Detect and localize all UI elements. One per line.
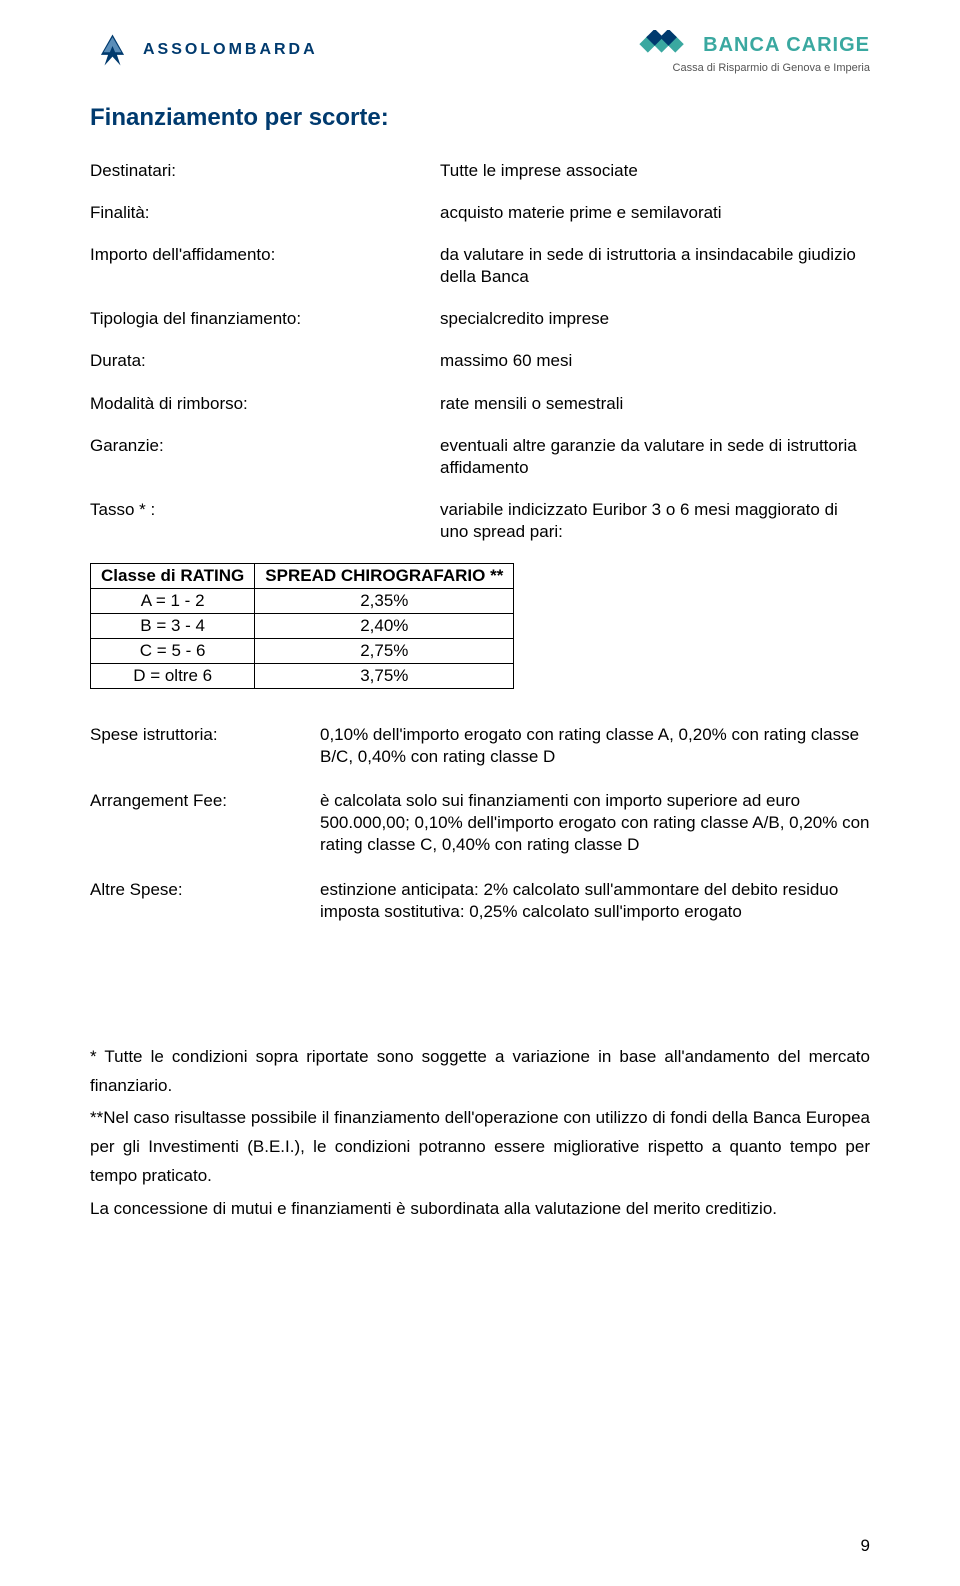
page-title: Finanziamento per scorte:	[90, 104, 870, 132]
table-cell: B = 3 - 4	[91, 614, 255, 639]
definition-value: rate mensili o semestrali	[320, 393, 870, 415]
fee-label: Spese istruttoria:	[90, 724, 270, 768]
fees-list: Spese istruttoria:0,10% dell'importo ero…	[90, 724, 870, 923]
rating-table: Classe di RATINGSPREAD CHIROGRAFARIO ** …	[90, 563, 514, 689]
definition-row: Importo dell'affidamento:da valutare in …	[90, 244, 870, 288]
definition-row: Destinatari:Tutte le imprese associate	[90, 160, 870, 182]
bank-subtitle: Cassa di Risparmio di Genova e Imperia	[635, 62, 870, 74]
fee-value: 0,10% dell'importo erogato con rating cl…	[270, 724, 870, 768]
definition-row: Tipologia del finanziamento:specialcredi…	[90, 308, 870, 330]
definition-value: eventuali altre garanzie da valutare in …	[320, 435, 870, 479]
fee-value: estinzione anticipata: 2% calcolato sull…	[270, 879, 870, 923]
table-cell: C = 5 - 6	[91, 639, 255, 664]
definition-label: Destinatari:	[90, 160, 320, 182]
definition-value: acquisto materie prime e semilavorati	[320, 202, 870, 224]
definition-value: massimo 60 mesi	[320, 350, 870, 372]
definition-row: Garanzie:eventuali altre garanzie da val…	[90, 435, 870, 479]
definition-value: Tutte le imprese associate	[320, 160, 870, 182]
definition-value: specialcredito imprese	[320, 308, 870, 330]
definition-label: Tasso * :	[90, 499, 320, 543]
definition-row: Modalità di rimborso:rate mensili o seme…	[90, 393, 870, 415]
table-row: C = 5 - 62,75%	[91, 639, 514, 664]
definition-label: Modalità di rimborso:	[90, 393, 320, 415]
definition-label: Durata:	[90, 350, 320, 372]
definition-row: Durata:massimo 60 mesi	[90, 350, 870, 372]
table-cell: D = oltre 6	[91, 664, 255, 689]
table-header-row: Classe di RATINGSPREAD CHIROGRAFARIO **	[91, 564, 514, 589]
definition-label: Garanzie:	[90, 435, 320, 479]
table-header-cell: Classe di RATING	[91, 564, 255, 589]
fee-row: Arrangement Fee:è calcolata solo sui fin…	[90, 790, 870, 856]
table-cell: A = 1 - 2	[91, 589, 255, 614]
fee-label: Altre Spese:	[90, 879, 270, 923]
logo-left-text: ASSOLOMBARDA	[143, 41, 318, 59]
table-cell: 2,75%	[255, 639, 514, 664]
diamonds-icon	[635, 30, 695, 60]
logo-assolombarda: ASSOLOMBARDA	[90, 30, 318, 70]
table-cell: 2,35%	[255, 589, 514, 614]
fee-value: è calcolata solo sui finanziamenti con i…	[270, 790, 870, 856]
fee-row: Altre Spese:estinzione anticipata: 2% ca…	[90, 879, 870, 923]
definitions-list: Destinatari:Tutte le imprese associateFi…	[90, 160, 870, 543]
footnote-paragraph: * Tutte le condizioni sopra riportate so…	[90, 1043, 870, 1101]
definition-row: Finalità:acquisto materie prime e semila…	[90, 202, 870, 224]
definition-label: Finalità:	[90, 202, 320, 224]
page-number: 9	[861, 1536, 870, 1556]
table-row: B = 3 - 42,40%	[91, 614, 514, 639]
table-row: A = 1 - 22,35%	[91, 589, 514, 614]
definition-label: Importo dell'affidamento:	[90, 244, 320, 288]
table-header-cell: SPREAD CHIROGRAFARIO **	[255, 564, 514, 589]
definition-value: variabile indicizzato Euribor 3 o 6 mesi…	[320, 499, 870, 543]
fee-row: Spese istruttoria:0,10% dell'importo ero…	[90, 724, 870, 768]
table-cell: 2,40%	[255, 614, 514, 639]
bank-name: BANCA CARIGE	[703, 34, 870, 57]
logo-banca-carige: BANCA CARIGE Cassa di Risparmio di Genov…	[635, 30, 870, 74]
header: ASSOLOMBARDA BANCA CARIGE Cassa di Rispa…	[90, 30, 870, 74]
footnote-paragraph: **Nel caso risultasse possibile il finan…	[90, 1104, 870, 1191]
fee-label: Arrangement Fee:	[90, 790, 270, 856]
definition-label: Tipologia del finanziamento:	[90, 308, 320, 330]
table-row: D = oltre 63,75%	[91, 664, 514, 689]
definition-value: da valutare in sede di istruttoria a ins…	[320, 244, 870, 288]
table-cell: 3,75%	[255, 664, 514, 689]
footnote-paragraph: La concessione di mutui e finanziamenti …	[90, 1195, 870, 1224]
definition-row: Tasso * :variabile indicizzato Euribor 3…	[90, 499, 870, 543]
eagle-icon	[90, 30, 135, 70]
footnotes: * Tutte le condizioni sopra riportate so…	[90, 1043, 870, 1224]
